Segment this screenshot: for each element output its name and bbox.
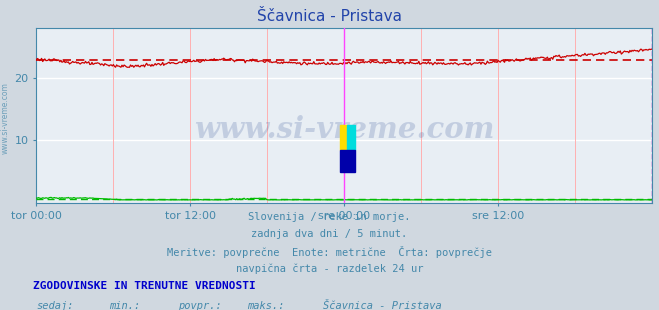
Text: navpična črta - razdelek 24 ur: navpična črta - razdelek 24 ur (236, 264, 423, 274)
Text: Ščavnica - Pristava: Ščavnica - Pristava (323, 301, 442, 310)
Bar (340, 125, 347, 150)
Bar (340, 150, 355, 172)
Text: ZGODOVINSKE IN TRENUTNE VREDNOSTI: ZGODOVINSKE IN TRENUTNE VREDNOSTI (33, 281, 256, 290)
Text: www.si-vreme.com: www.si-vreme.com (194, 115, 494, 144)
Text: povpr.:: povpr.: (178, 301, 221, 310)
Text: zadnja dva dni / 5 minut.: zadnja dva dni / 5 minut. (251, 229, 408, 239)
Text: Meritve: povprečne  Enote: metrične  Črta: povprečje: Meritve: povprečne Enote: metrične Črta:… (167, 246, 492, 259)
Text: maks.:: maks.: (247, 301, 285, 310)
Text: min.:: min.: (109, 301, 140, 310)
Text: sedaj:: sedaj: (36, 301, 74, 310)
Text: Slovenija / reke in morje.: Slovenija / reke in morje. (248, 212, 411, 222)
Bar (347, 125, 355, 150)
Text: www.si-vreme.com: www.si-vreme.com (1, 82, 10, 154)
Text: Ščavnica - Pristava: Ščavnica - Pristava (257, 9, 402, 24)
